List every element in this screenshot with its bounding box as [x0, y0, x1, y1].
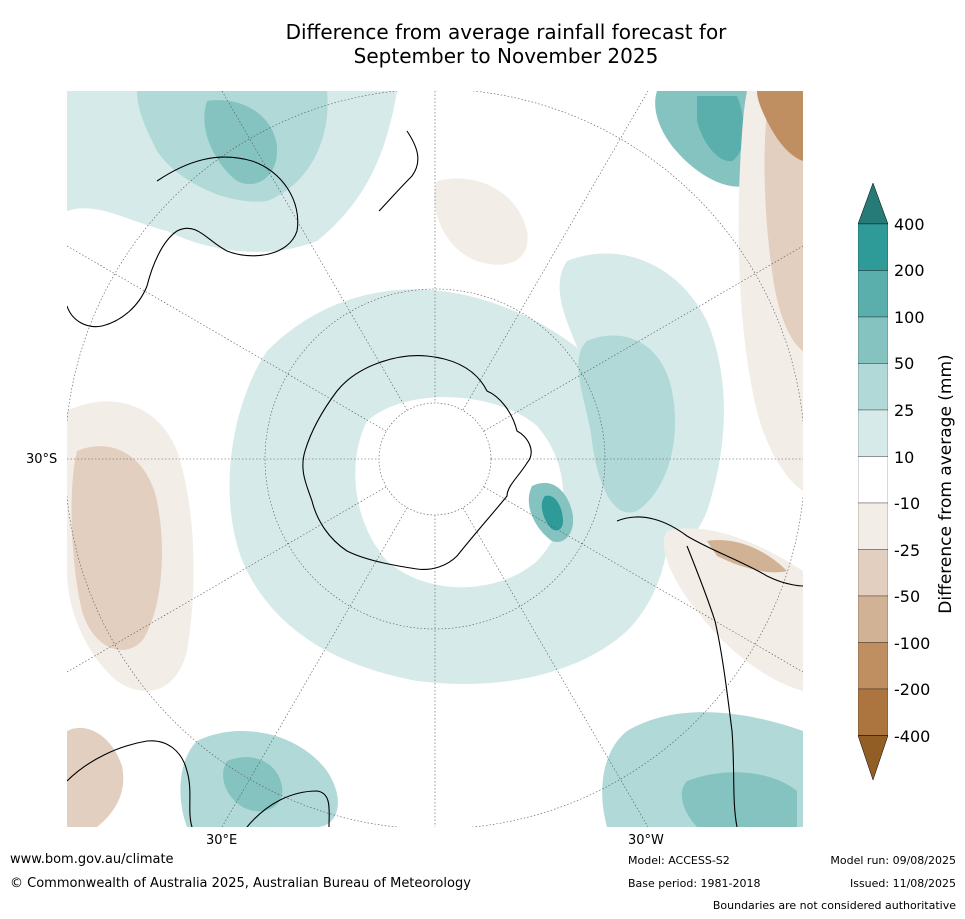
footer-copyright: © Commonwealth of Australia 2025, Austra… — [10, 876, 471, 891]
colorbar-segment-neg50-neg100 — [858, 595, 888, 643]
anomaly-region-dry-east-coast-core — [764, 101, 803, 351]
coastlines — [67, 130, 803, 827]
footer-model-run: Model run: 09/08/2025 — [830, 854, 956, 867]
colorbar-title: Difference from average (mm) — [936, 354, 956, 614]
footer-disclaimer: Boundaries are not considered authoritat… — [712, 899, 956, 912]
colorbar-over-arrow — [858, 183, 888, 225]
colorbar-tick-10: 10 — [894, 448, 915, 467]
lat-circle-60s — [264, 288, 606, 630]
anomaly-region-wet-northeast-peak — [697, 96, 744, 162]
colorbar — [858, 183, 888, 781]
colorbar-segment-neg100-neg200 — [858, 642, 888, 690]
colorbar-segment-neg25-neg50 — [858, 549, 888, 597]
anomaly-region-wet-south-core — [223, 757, 283, 812]
colorbar-tick-neg25: -25 — [894, 541, 921, 560]
colorbar-tick-neg100: -100 — [894, 634, 931, 653]
coastline-antarctica — [302, 355, 532, 570]
graticule — [67, 91, 803, 827]
anomaly-region-dry-west-core — [71, 446, 162, 650]
anomaly-region-wet-southeast-core — [681, 772, 797, 827]
colorbar-segment-neg200-neg400 — [858, 688, 888, 736]
colorbar-tick-100: 100 — [894, 308, 925, 327]
colorbar-tick-200: 200 — [894, 261, 925, 280]
anomaly-region-dry-southeast-core — [707, 540, 787, 573]
colorbar-tick-neg10: -10 — [894, 494, 921, 513]
colorbar-tick-25: 25 — [894, 401, 915, 420]
footer-issued: Issued: 11/08/2025 — [849, 877, 956, 890]
footer-base-period: Base period: 1981-2018 — [628, 877, 761, 890]
lon-label-30w: 30°W — [628, 833, 664, 848]
colorbar-segment-100-50 — [858, 316, 888, 364]
anomaly-region-dry-east-coast-peak — [757, 91, 803, 161]
title-line-2: September to November 2025 — [353, 44, 659, 68]
colorbar-tick-400: 400 — [894, 215, 925, 234]
colorbar-tick-neg200: -200 — [894, 680, 931, 699]
polar-rainfall-map — [67, 91, 803, 827]
coastline-south-america — [616, 516, 803, 827]
lon-label-30e: 30°E — [206, 833, 238, 848]
anomaly-region-wet-east-core — [578, 335, 676, 513]
colorbar-segment-10-neg10 — [858, 456, 888, 504]
title-line-1: Difference from average rainfall forecas… — [285, 20, 727, 44]
anomaly-region-wet-drake-peak — [541, 495, 564, 531]
colorbar-segment-neg10-neg25 — [858, 502, 888, 550]
anomaly-region-dry-north-patch — [434, 178, 528, 265]
map-canvas — [67, 91, 803, 827]
coastline-africa — [67, 740, 330, 827]
anomaly-region-wet-northwest-peak — [204, 100, 278, 185]
colorbar-tick-neg400: -400 — [894, 727, 931, 746]
colorbar-tick-50: 50 — [894, 354, 915, 373]
colorbar-under-arrow — [858, 735, 888, 781]
footer-model: Model: ACCESS-S2 — [628, 854, 730, 867]
colorbar-segment-25-10 — [858, 409, 888, 457]
map-title: Difference from average rainfall forecas… — [0, 20, 965, 68]
coastline-australia — [67, 156, 299, 328]
colorbar-segment-200-100 — [858, 270, 888, 318]
lat-label-30s: 30°S — [26, 452, 58, 467]
colorbar-segment-400-200 — [858, 223, 888, 271]
colorbar-tick-neg50: -50 — [894, 587, 921, 606]
colorbar-segment-50-25 — [858, 363, 888, 411]
coastline-new-zealand — [378, 130, 419, 212]
footer-url[interactable]: www.bom.gov.au/climate — [10, 852, 174, 867]
